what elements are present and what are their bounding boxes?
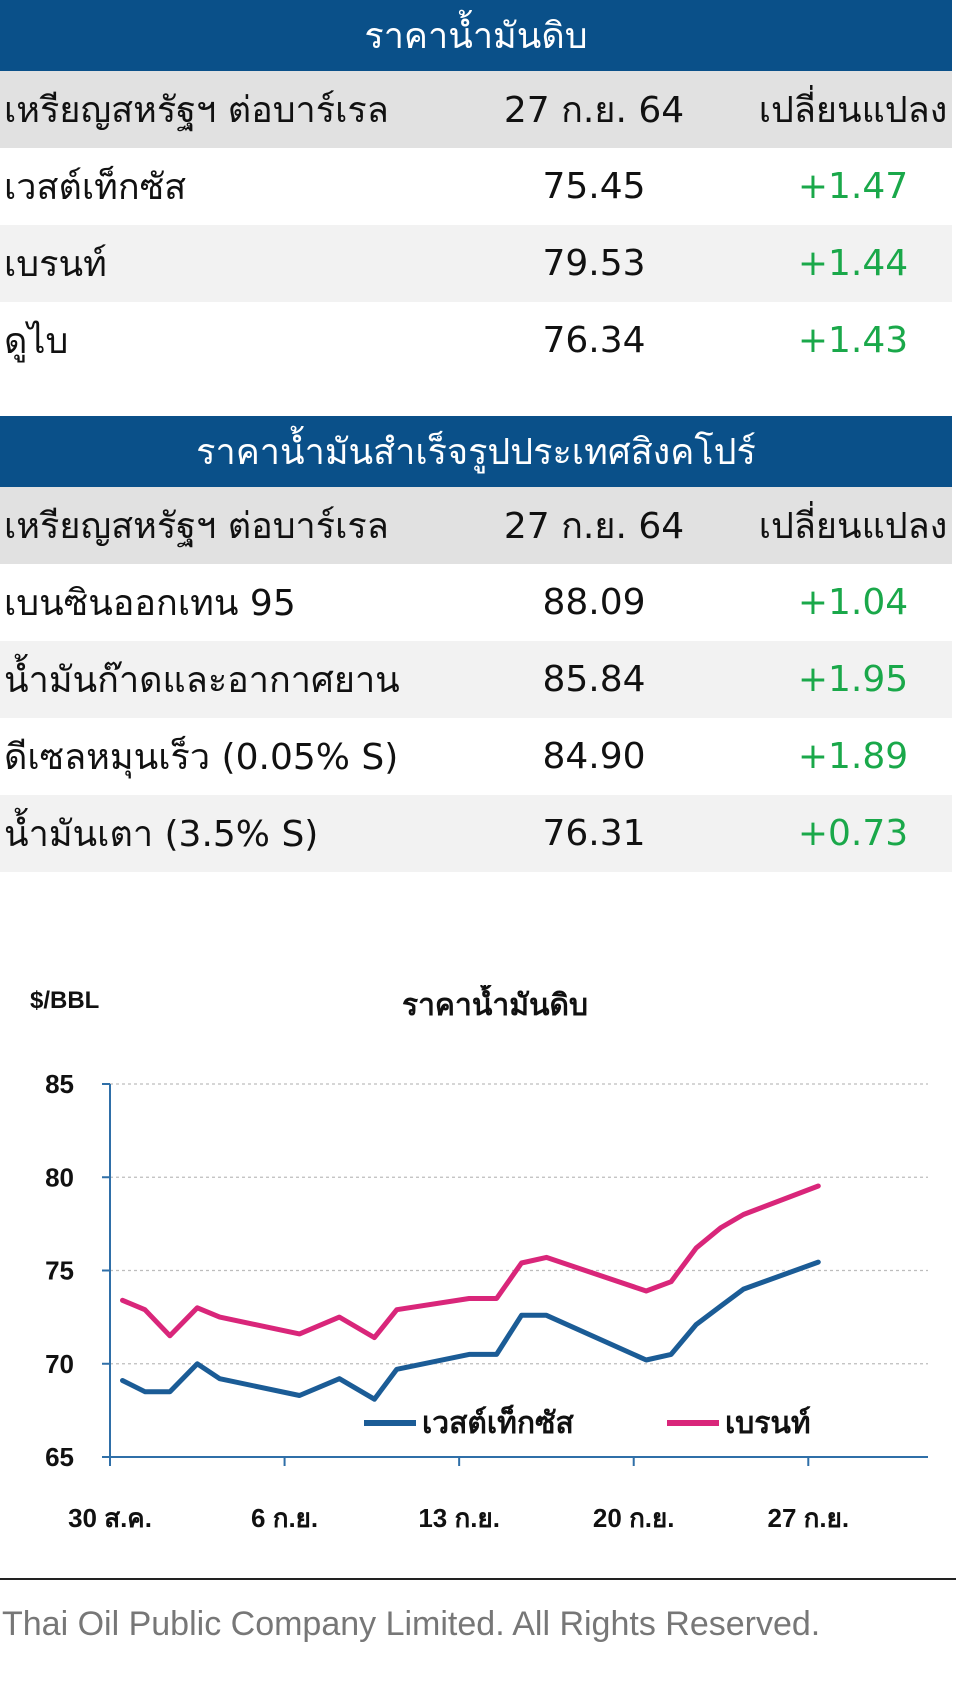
product-name: น้ำมันเตา (3.5% S) [4, 814, 319, 855]
oil-price: 79.53 [542, 243, 646, 284]
x-tick-label: 13 ก.ย. [418, 1503, 500, 1533]
product-price: 76.31 [542, 813, 646, 854]
oil-price: 76.34 [542, 320, 646, 361]
product-table-title: ราคาน้ำมันสำเร็จรูปประเทศสิงคโปร์ [0, 416, 952, 487]
y-axis-unit-label: $/BBL [30, 987, 99, 1014]
product-name: น้ำมันก๊าดและอากาศยาน [4, 660, 400, 701]
crude-table-title: ราคาน้ำมันดิบ [0, 0, 952, 71]
axes [102, 1083, 928, 1466]
column-header-date: 27 ก.ย. 64 [503, 506, 685, 547]
x-tick-label: 20 ก.ย. [593, 1503, 675, 1533]
product-change: +0.73 [797, 813, 909, 854]
product-price: 84.90 [542, 736, 646, 777]
legend-label: เบรนท์ [725, 1406, 811, 1440]
oil-name: เวสต์เท็กซัส [4, 167, 187, 208]
y-tick-label: 85 [45, 1069, 74, 1099]
table-row: น้ำมันเตา (3.5% S) 76.31 +0.73 [0, 795, 952, 872]
product-table-header-row: เหรียญสหรัฐฯ ต่อบาร์เรล 27 ก.ย. 64 เปลี่… [0, 487, 952, 564]
oil-change: +1.47 [797, 166, 909, 207]
product-change: +1.04 [797, 582, 909, 623]
column-header-unit: เหรียญสหรัฐฯ ต่อบาร์เรล [4, 90, 389, 131]
table-row: เบนซินออกเทน 95 88.09 +1.04 [0, 564, 952, 641]
series-line [120, 1183, 821, 1341]
table-row: ดูไบ 76.34 +1.43 [0, 302, 952, 379]
y-tick-labels: 65 70 75 80 85 [45, 1069, 74, 1472]
crude-price-chart: $/BBL ราคาน้ำมันดิบ 65 70 75 80 85 30 ส.ค. 6 … [30, 985, 928, 1533]
table-row: เวสต์เท็กซัส 75.45 +1.47 [0, 148, 952, 225]
legend: เวสต์เท็กซัส เบรนท์ [364, 1404, 811, 1440]
table-row: ดีเซลหมุนเร็ว (0.05% S) 84.90 +1.89 [0, 718, 952, 795]
footer-divider [0, 1578, 956, 1580]
oil-change: +1.44 [797, 243, 909, 284]
oil-name: เบรนท์ [4, 244, 107, 285]
y-tick-label: 65 [45, 1442, 74, 1472]
y-tick-label: 80 [45, 1162, 74, 1192]
copyright-footer: Thai Oil Public Company Limited. All Rig… [2, 1605, 821, 1643]
legend-label: เวสต์เท็กซัส [422, 1404, 574, 1440]
product-name: เบนซินออกเทน 95 [4, 583, 296, 624]
x-tick-label: 30 ส.ค. [68, 1503, 152, 1533]
oil-price: 75.45 [542, 166, 646, 207]
series-line [120, 1259, 821, 1402]
product-price-table: ราคาน้ำมันสำเร็จรูปประเทศสิงคโปร์ เหรียญ… [0, 416, 952, 872]
column-header-change: เปลี่ยนแปลง [758, 506, 948, 547]
product-price: 88.09 [542, 582, 646, 623]
chart-title: ราคาน้ำมันดิบ [402, 985, 588, 1022]
x-tick-label: 27 ก.ย. [768, 1503, 850, 1533]
x-tick-label: 6 ก.ย. [251, 1503, 318, 1533]
table-row: เบรนท์ 79.53 +1.44 [0, 225, 952, 302]
series-lines [120, 1183, 821, 1402]
oil-change: +1.43 [797, 320, 909, 361]
column-header-unit: เหรียญสหรัฐฯ ต่อบาร์เรล [4, 506, 389, 547]
y-tick-label: 75 [45, 1256, 74, 1286]
crude-table-header-row: เหรียญสหรัฐฯ ต่อบาร์เรล 27 ก.ย. 64 เปลี่… [0, 71, 952, 148]
y-tick-label: 70 [45, 1349, 74, 1379]
crude-price-table: ราคาน้ำมันดิบ เหรียญสหรัฐฯ ต่อบาร์เรล 27… [0, 0, 952, 379]
product-name: ดีเซลหมุนเร็ว (0.05% S) [4, 737, 399, 778]
column-header-change: เปลี่ยนแปลง [758, 90, 948, 131]
x-tick-labels: 30 ส.ค. 6 ก.ย. 13 ก.ย. 20 ก.ย. 27 ก.ย. [68, 1503, 849, 1533]
table-row: น้ำมันก๊าดและอากาศยาน 85.84 +1.95 [0, 641, 952, 718]
column-header-date: 27 ก.ย. 64 [503, 90, 685, 131]
product-change: +1.89 [797, 736, 909, 777]
product-price: 85.84 [542, 659, 646, 700]
oil-name: ดูไบ [4, 321, 69, 362]
product-change: +1.95 [797, 659, 909, 700]
